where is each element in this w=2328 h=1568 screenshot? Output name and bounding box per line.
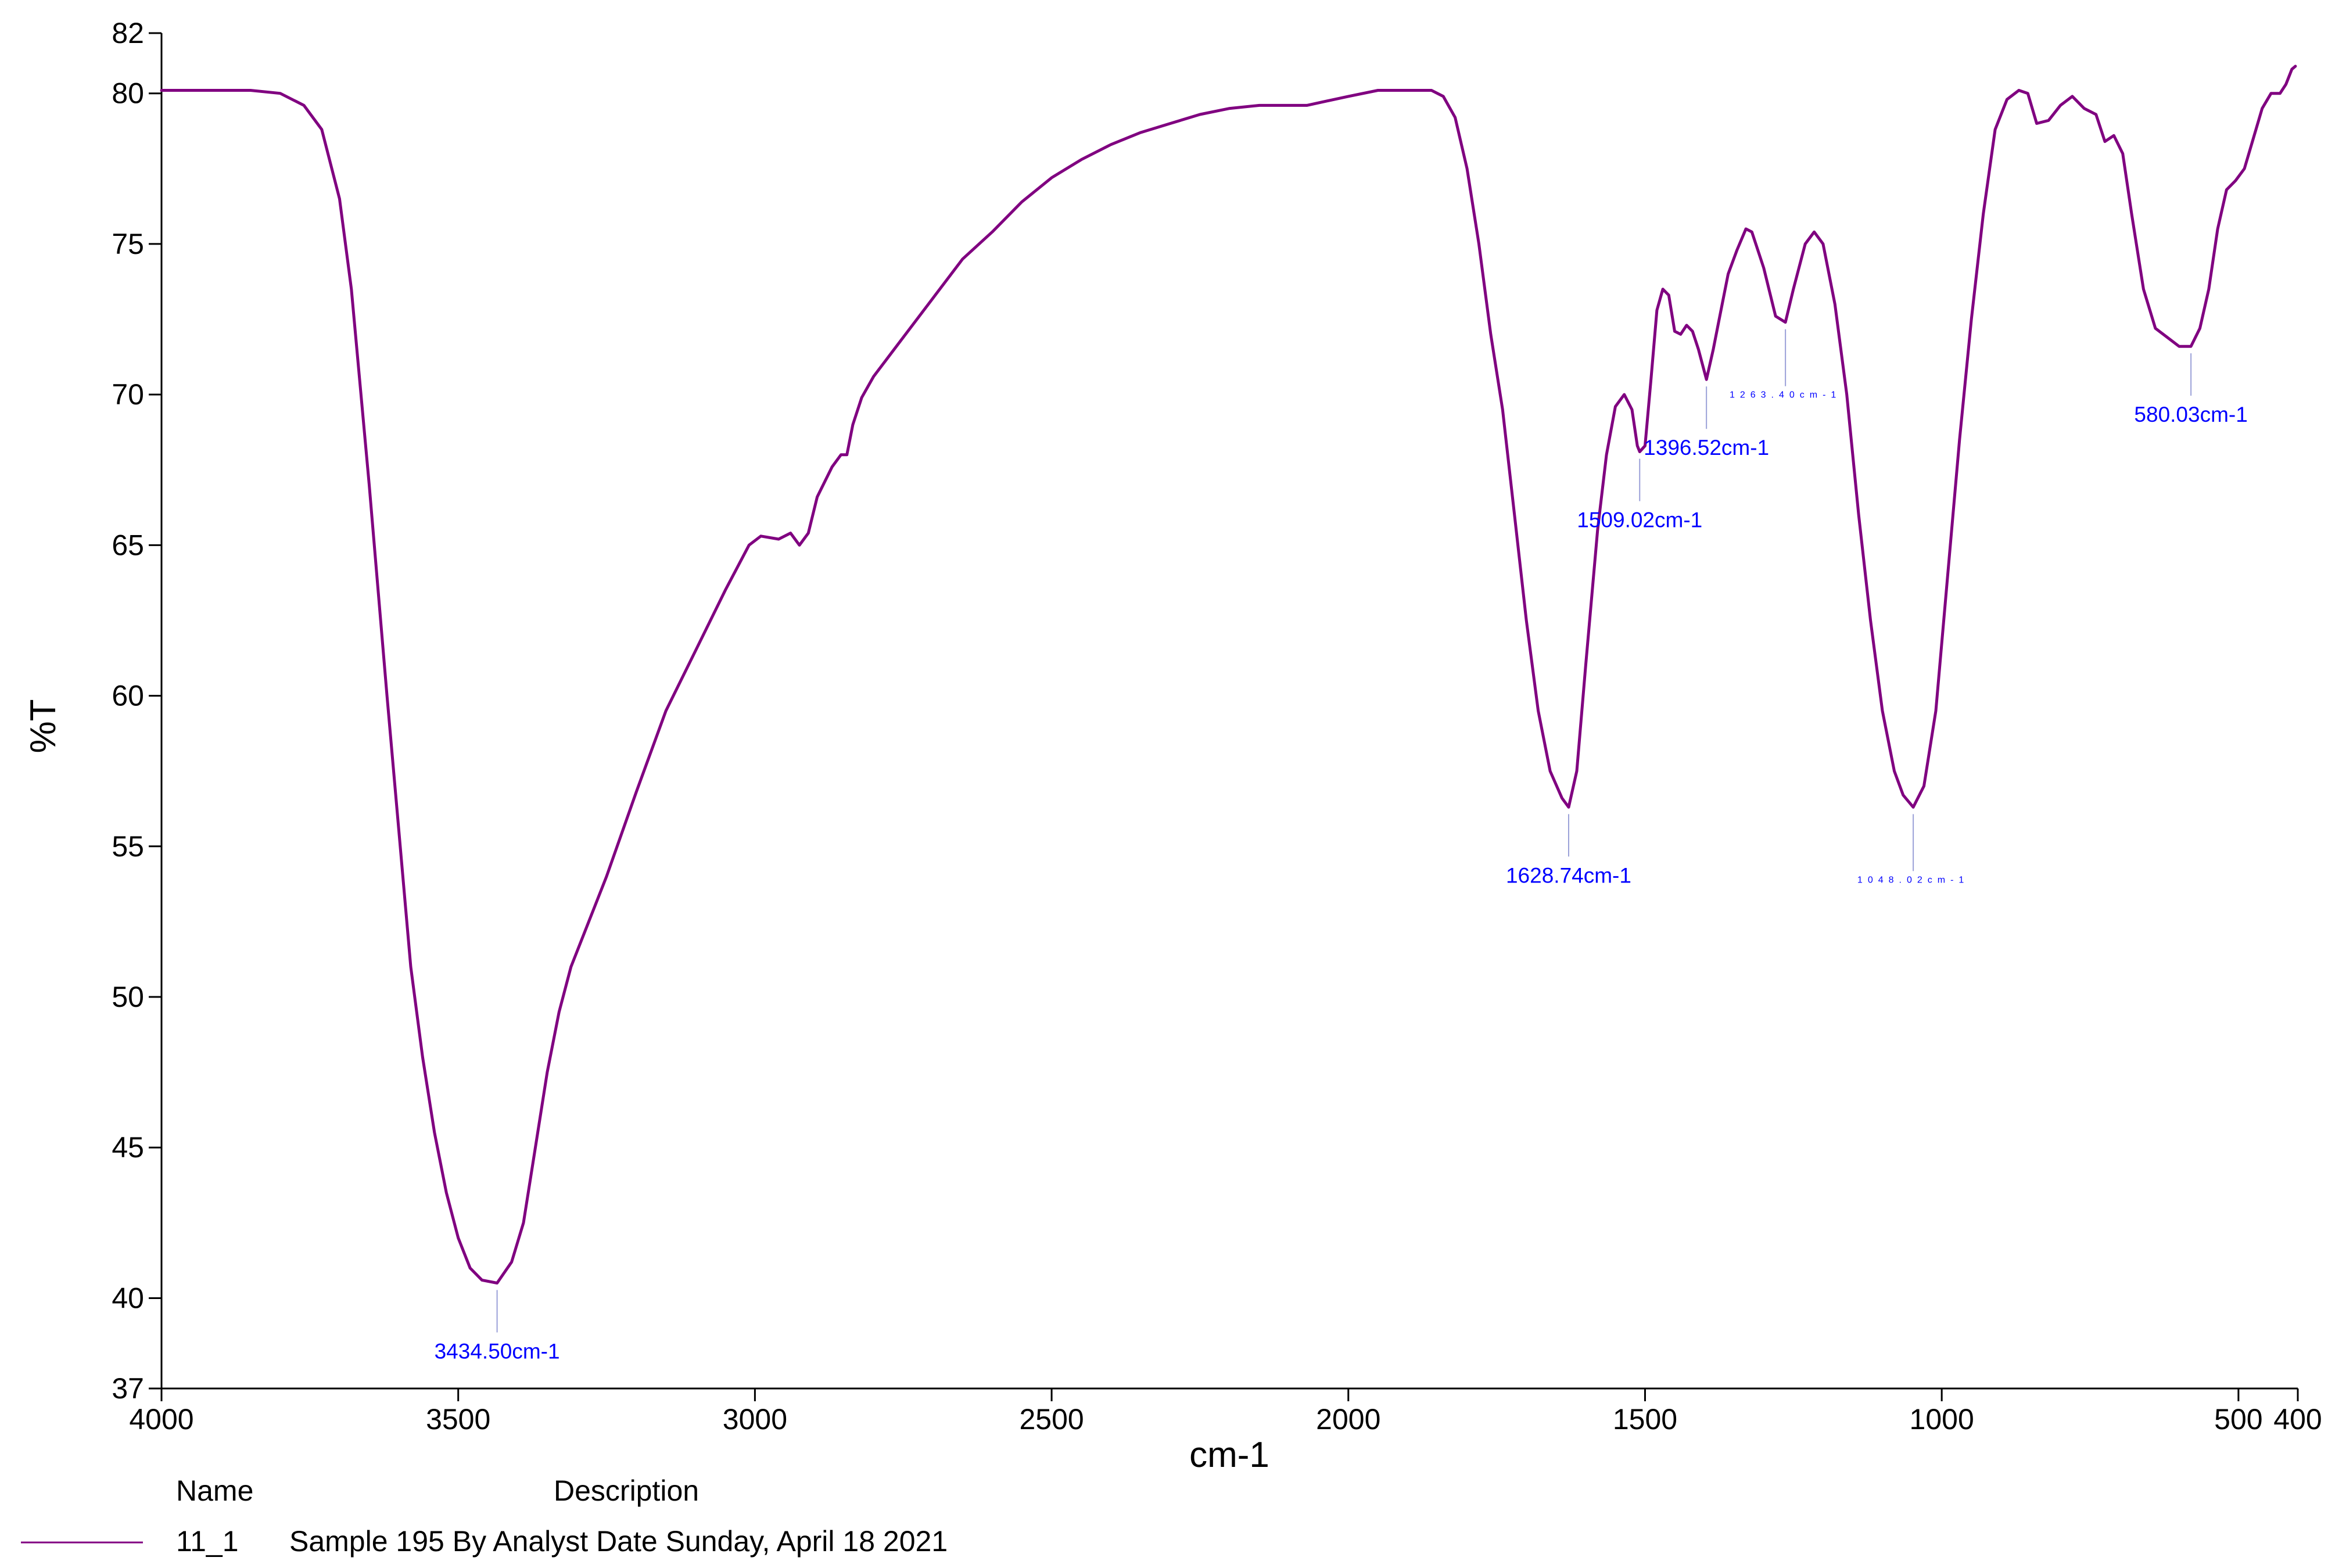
peak-label: 1509.02cm-1: [1577, 508, 1702, 532]
y-tick-label: 70: [112, 378, 144, 411]
legend-item-name: 11_1: [176, 1525, 239, 1558]
series-layer: [160, 64, 2297, 1284]
peak-label: 3434.50cm-1: [435, 1340, 560, 1364]
peak-label: 1263.40cm-1: [1730, 390, 1841, 400]
y-tick-label: 60: [112, 680, 144, 712]
legend: Name Description 11_1 Sample 195 By Anal…: [21, 1474, 948, 1558]
peak-label: 1628.74cm-1: [1506, 863, 1631, 887]
y-axis-title: %T: [23, 699, 63, 753]
series-line-11_1: [160, 64, 2297, 1284]
x-tick-label: 3500: [426, 1403, 490, 1436]
peak-label: 1396.52cm-1: [1644, 436, 1769, 460]
x-tick-label: 1000: [1910, 1403, 1974, 1436]
y-tick-label: 82: [112, 17, 144, 49]
y-tick-label: 55: [112, 830, 144, 863]
y-tick-label: 40: [112, 1282, 144, 1314]
x-tick-label: 2000: [1316, 1403, 1380, 1436]
x-tick-label: 400: [2273, 1403, 2322, 1436]
x-tick-label: 500: [2214, 1403, 2262, 1436]
x-tick-label: 1500: [1613, 1403, 1677, 1436]
x-tick-label: 2500: [1019, 1403, 1084, 1436]
y-tick-label: 75: [112, 228, 144, 260]
x-tick-label: 3000: [723, 1403, 787, 1436]
peak-label: 1048.02cm-1: [1857, 875, 1969, 885]
y-tick-label: 50: [112, 981, 144, 1013]
x-axis-title: cm-1: [1189, 1435, 1269, 1475]
x-ticks: 4000 3500 3000 2500 2000 1500 1000 500 400: [129, 1388, 2322, 1436]
y-ticks: 37 40 45 50 55 60 65 70 75 80 82: [112, 17, 162, 1405]
y-tick-label: 80: [112, 77, 144, 110]
axes: [160, 33, 2298, 1390]
y-tick-label: 45: [112, 1131, 144, 1164]
peak-label: 580.03cm-1: [2134, 403, 2247, 426]
legend-header-description: Description: [554, 1474, 699, 1507]
y-tick-label: 65: [112, 529, 144, 561]
y-tick-label: 37: [112, 1372, 144, 1405]
peak-annotations: 3434.50cm-1 1628.74cm-1 1509.02cm-1 1396.52…: [435, 329, 2248, 1364]
legend-item-description: Sample 195 By Analyst Date Sunday, April…: [289, 1525, 948, 1558]
x-tick-label: 4000: [129, 1403, 193, 1436]
legend-header-name: Name: [176, 1474, 253, 1507]
